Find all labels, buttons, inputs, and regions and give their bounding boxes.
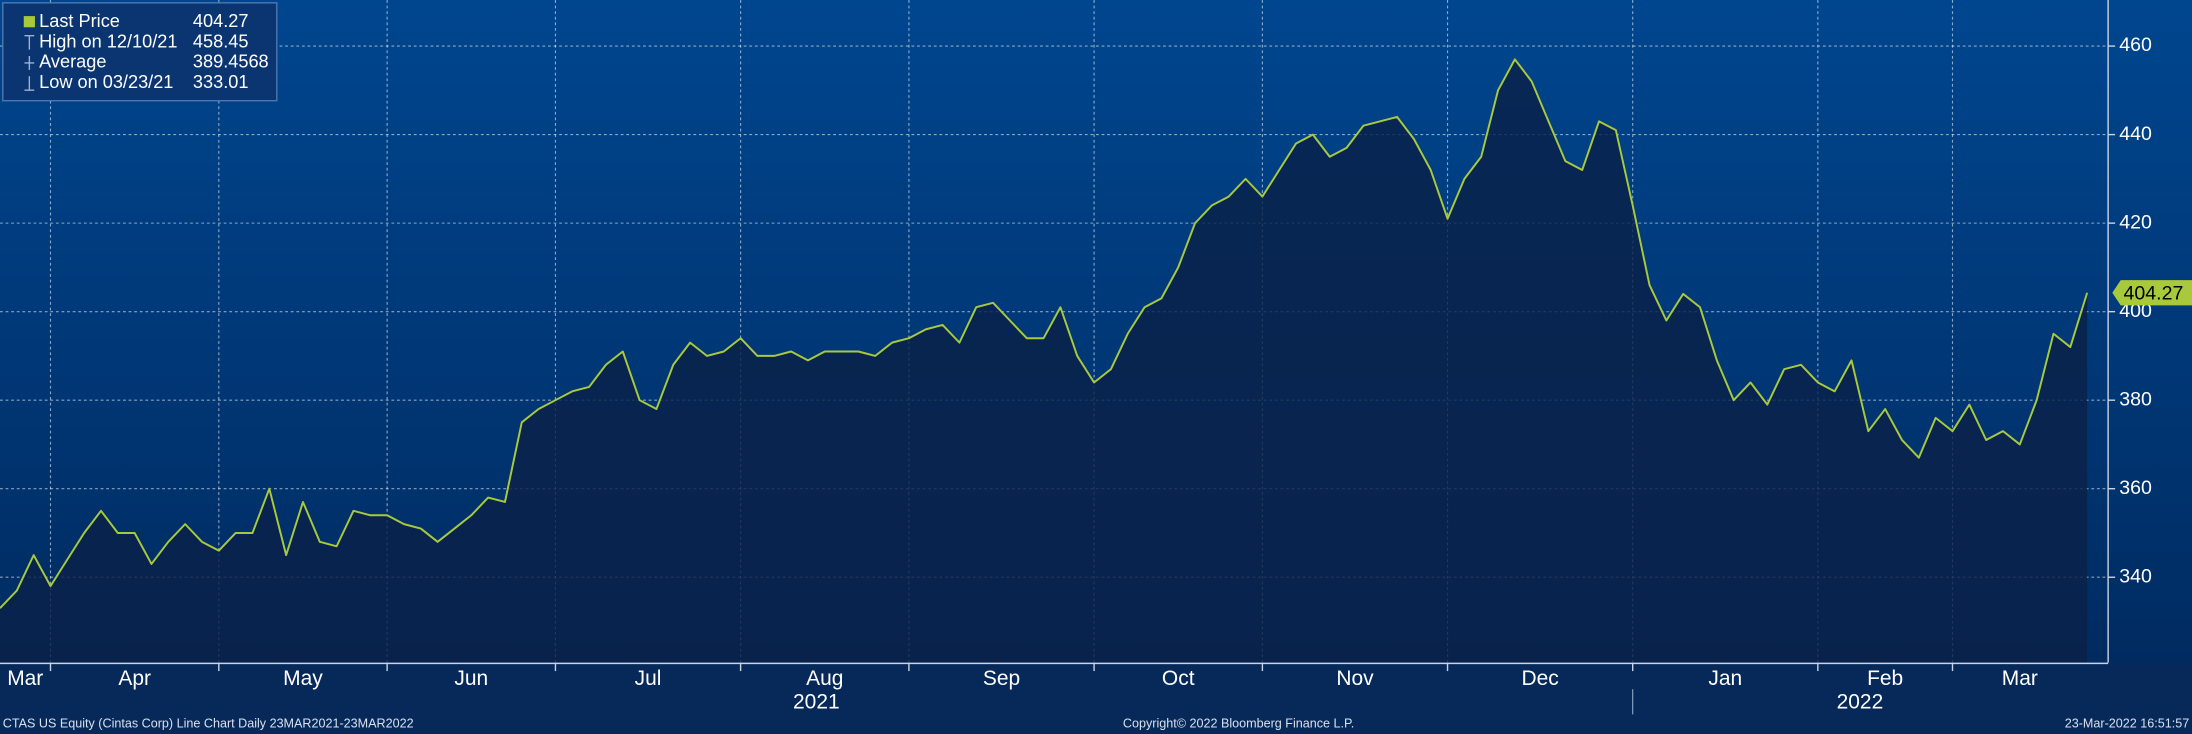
legend-value: 333.01 — [193, 72, 249, 92]
x-tick-label: Sep — [983, 667, 1020, 690]
legend-box — [2, 2, 278, 102]
x-tick-label: May — [283, 667, 323, 690]
year-label: 2021 — [793, 691, 840, 714]
legend-symbol — [24, 55, 35, 70]
price-line — [0, 58, 2089, 609]
x-tick-label: Dec — [1521, 667, 1558, 690]
legend-symbol — [24, 76, 35, 91]
legend-label: Average — [39, 52, 106, 72]
legend-value: 389.4568 — [193, 52, 269, 72]
legend-value: 458.45 — [193, 31, 249, 51]
y-tick-label: 440 — [2119, 123, 2152, 145]
x-tick-label: Feb — [1867, 667, 1903, 690]
x-tick-label: Jan — [1708, 667, 1742, 690]
last-price-tag — [2112, 280, 2192, 306]
x-tick-label: Jun — [454, 667, 488, 690]
legend-label: Last Price — [39, 11, 120, 31]
y-tick-label: 460 — [2119, 34, 2152, 56]
legend-swatch — [23, 16, 35, 28]
x-tick-label: Mar — [2002, 667, 2038, 690]
x-tick-label: Aug — [806, 667, 843, 690]
legend-label: High on 12/10/21 — [39, 31, 177, 51]
legend: Last Price 404.27 High on 12/10/21 458.45 Av… — [2, 2, 278, 102]
axis-band — [0, 662, 2192, 734]
y-tick-label: 420 — [2119, 211, 2152, 233]
x-tick-label: Nov — [1336, 667, 1374, 690]
y-tick-label: 380 — [2119, 388, 2152, 410]
x-tick-label: Oct — [1162, 667, 1195, 690]
footer-center: Copyright© 2022 Bloomberg Finance L.P. — [1123, 717, 1354, 731]
legend-symbol — [24, 34, 35, 50]
y-tick-label: 360 — [2119, 477, 2152, 499]
footer-left: CTAS US Equity (Cintas Corp) Line Chart … — [3, 717, 414, 731]
x-tick-label: Apr — [118, 667, 151, 690]
last-price-label: 404.27 — [2124, 282, 2184, 304]
footer-right: 23-Mar-2022 16:51:57 — [2065, 717, 2189, 731]
area-fill — [0, 59, 2088, 663]
x-tick-label: Mar — [7, 667, 43, 690]
legend-value: 404.27 — [193, 11, 249, 31]
legend-label: Low on 03/23/21 — [39, 72, 173, 92]
x-tick-label: Jul — [635, 667, 662, 690]
y-tick-label: 340 — [2119, 565, 2152, 587]
year-label: 2022 — [1837, 691, 1884, 714]
